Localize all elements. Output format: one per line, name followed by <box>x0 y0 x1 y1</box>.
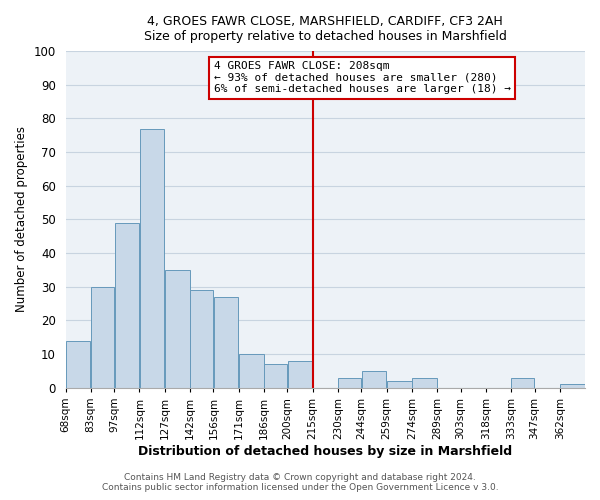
Bar <box>91 287 114 388</box>
X-axis label: Distribution of detached houses by size in Marshfield: Distribution of detached houses by size … <box>138 444 512 458</box>
Bar <box>190 290 213 388</box>
Bar <box>387 381 412 388</box>
Title: 4, GROES FAWR CLOSE, MARSHFIELD, CARDIFF, CF3 2AH
Size of property relative to d: 4, GROES FAWR CLOSE, MARSHFIELD, CARDIFF… <box>144 15 507 43</box>
Bar <box>66 340 91 388</box>
Bar <box>264 364 287 388</box>
Bar <box>140 128 164 388</box>
Y-axis label: Number of detached properties: Number of detached properties <box>15 126 28 312</box>
Bar <box>239 354 263 388</box>
Bar <box>165 270 190 388</box>
Bar <box>412 378 437 388</box>
Bar <box>338 378 361 388</box>
Bar <box>214 297 238 388</box>
Bar <box>287 361 313 388</box>
Text: 4 GROES FAWR CLOSE: 208sqm
← 93% of detached houses are smaller (280)
6% of semi: 4 GROES FAWR CLOSE: 208sqm ← 93% of deta… <box>214 61 511 94</box>
Bar <box>362 371 386 388</box>
Text: Contains HM Land Registry data © Crown copyright and database right 2024.
Contai: Contains HM Land Registry data © Crown c… <box>101 473 499 492</box>
Bar <box>511 378 535 388</box>
Bar <box>560 384 585 388</box>
Bar <box>115 223 139 388</box>
